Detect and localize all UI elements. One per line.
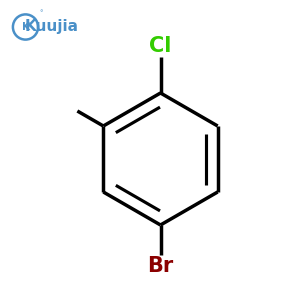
Text: Br: Br — [147, 256, 174, 277]
Text: Kuujia: Kuujia — [25, 20, 79, 34]
Text: K: K — [22, 22, 29, 32]
Text: °: ° — [40, 10, 43, 16]
Text: Cl: Cl — [149, 35, 172, 56]
